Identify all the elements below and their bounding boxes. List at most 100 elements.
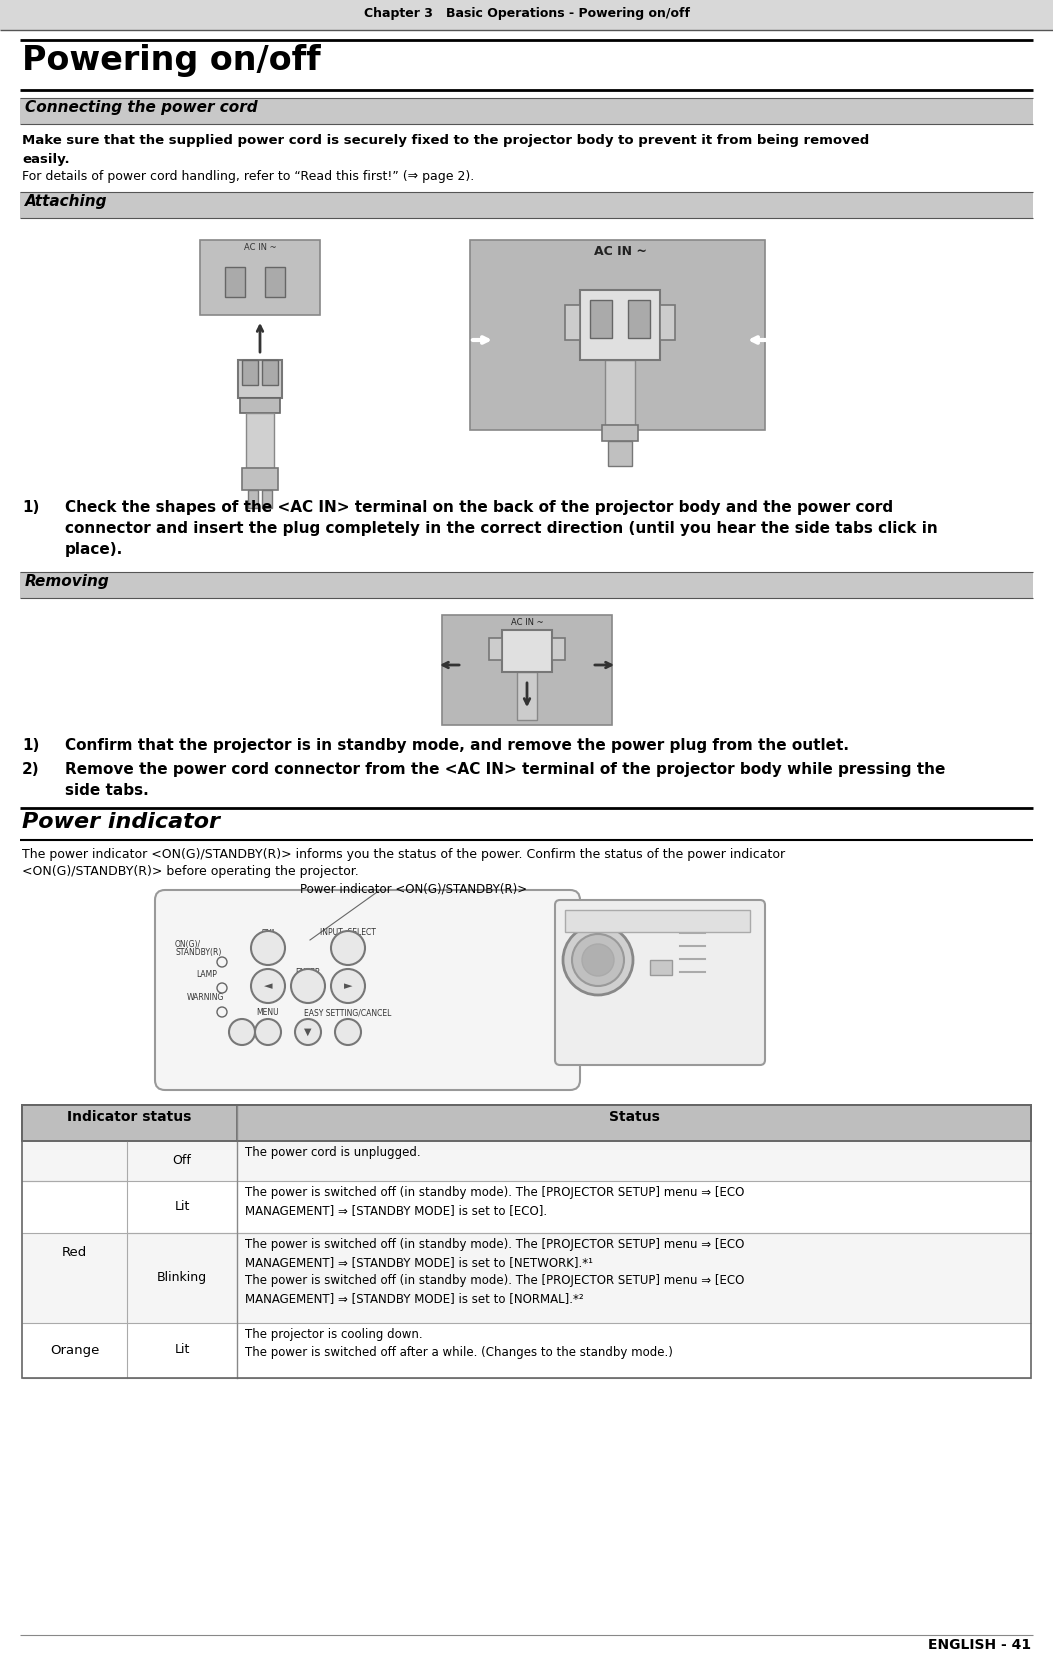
Text: easily.: easily. bbox=[22, 152, 69, 166]
Text: ENGLISH - 41: ENGLISH - 41 bbox=[928, 1638, 1031, 1652]
Bar bbox=[265, 266, 285, 296]
Text: The projector is cooling down.
The power is switched off after a while. (Changes: The projector is cooling down. The power… bbox=[245, 1327, 673, 1359]
Bar bbox=[22, 1322, 1031, 1379]
Text: ▼: ▼ bbox=[304, 1028, 312, 1038]
Bar bbox=[552, 637, 565, 660]
Circle shape bbox=[331, 932, 365, 965]
FancyBboxPatch shape bbox=[555, 900, 764, 1066]
Bar bbox=[22, 1140, 1031, 1182]
Circle shape bbox=[229, 1019, 255, 1044]
Text: Orange: Orange bbox=[49, 1344, 99, 1357]
Text: INPUT  SELECT: INPUT SELECT bbox=[320, 928, 376, 937]
Text: Off: Off bbox=[173, 1154, 192, 1167]
Text: Chapter 3   Basic Operations - Powering on/off: Chapter 3 Basic Operations - Powering on… bbox=[363, 7, 690, 20]
Bar bbox=[22, 1233, 1031, 1322]
Bar bbox=[200, 240, 320, 314]
Bar bbox=[605, 361, 635, 425]
Circle shape bbox=[563, 925, 633, 995]
Text: The power is switched off (in standby mode). The [PROJECTOR SETUP] menu ⇒ [ECO
M: The power is switched off (in standby mo… bbox=[245, 1238, 744, 1306]
Circle shape bbox=[255, 1019, 281, 1044]
Text: The power is switched off (in standby mode). The [PROJECTOR SETUP] menu ⇒ [ECO
M: The power is switched off (in standby mo… bbox=[245, 1187, 744, 1216]
Text: The power indicator <ON(G)/STANDBY(R)> informs you the status of the power. Conf: The power indicator <ON(G)/STANDBY(R)> i… bbox=[22, 847, 786, 861]
Text: ENTER: ENTER bbox=[296, 968, 320, 976]
Text: 2): 2) bbox=[22, 761, 40, 776]
Text: Blinking: Blinking bbox=[157, 1271, 207, 1284]
Text: LAMP: LAMP bbox=[197, 970, 217, 980]
Text: AC IN ~: AC IN ~ bbox=[511, 617, 543, 627]
Text: 1): 1) bbox=[22, 500, 39, 515]
Bar bbox=[238, 361, 282, 397]
Bar bbox=[608, 440, 632, 467]
Circle shape bbox=[295, 1019, 321, 1044]
Text: AC IN ~: AC IN ~ bbox=[594, 245, 647, 258]
Bar bbox=[580, 290, 660, 361]
Text: MENU: MENU bbox=[257, 1008, 279, 1018]
Text: Lit: Lit bbox=[175, 1200, 190, 1213]
Text: Removing: Removing bbox=[25, 574, 110, 589]
Circle shape bbox=[251, 968, 285, 1003]
Text: ►: ► bbox=[343, 981, 353, 991]
Bar bbox=[489, 637, 502, 660]
Text: <ON(G)/STANDBY(R)> before operating the projector.: <ON(G)/STANDBY(R)> before operating the … bbox=[22, 866, 359, 879]
Bar bbox=[22, 1106, 1031, 1379]
Bar bbox=[22, 1182, 1031, 1233]
Circle shape bbox=[331, 968, 365, 1003]
Text: ◄: ◄ bbox=[263, 981, 273, 991]
Bar bbox=[565, 305, 580, 339]
Text: Lit: Lit bbox=[175, 1342, 190, 1355]
Bar bbox=[262, 361, 278, 386]
FancyBboxPatch shape bbox=[155, 890, 580, 1091]
Bar bbox=[262, 490, 272, 508]
Bar bbox=[20, 192, 1033, 218]
Text: side tabs.: side tabs. bbox=[65, 783, 148, 798]
Circle shape bbox=[335, 1019, 361, 1044]
Bar bbox=[249, 490, 258, 508]
Circle shape bbox=[291, 968, 325, 1003]
Bar bbox=[660, 305, 675, 339]
Bar bbox=[225, 266, 245, 296]
Bar bbox=[22, 1106, 1031, 1140]
Bar bbox=[442, 616, 612, 725]
Bar bbox=[22, 1106, 1031, 1140]
Bar bbox=[20, 98, 1033, 124]
Circle shape bbox=[251, 932, 285, 965]
Bar bbox=[602, 425, 638, 440]
Bar bbox=[0, 0, 1053, 30]
Text: Confirm that the projector is in standby mode, and remove the power plug from th: Confirm that the projector is in standby… bbox=[65, 738, 849, 753]
Text: EASY SETTING/CANCEL: EASY SETTING/CANCEL bbox=[304, 1008, 392, 1018]
Bar bbox=[517, 672, 537, 720]
Text: ON(G)/: ON(G)/ bbox=[175, 940, 201, 948]
Bar bbox=[20, 573, 1033, 597]
Bar bbox=[470, 240, 764, 430]
Text: Make sure that the supplied power cord is securely fixed to the projector body t: Make sure that the supplied power cord i… bbox=[22, 134, 869, 147]
Bar bbox=[242, 468, 278, 490]
Text: Indicator status: Indicator status bbox=[67, 1111, 192, 1124]
Text: ⏻/I: ⏻/I bbox=[261, 928, 275, 938]
Text: Status: Status bbox=[609, 1111, 659, 1124]
Text: Power indicator: Power indicator bbox=[22, 813, 220, 832]
Bar bbox=[240, 397, 280, 414]
Text: Check the shapes of the <AC IN> terminal on the back of the projector body and t: Check the shapes of the <AC IN> terminal… bbox=[65, 500, 893, 515]
Bar bbox=[590, 300, 612, 338]
Text: The power cord is unplugged.: The power cord is unplugged. bbox=[245, 1145, 420, 1158]
Text: 1): 1) bbox=[22, 738, 39, 753]
Text: For details of power cord handling, refer to “Read this first!” (⇒ page 2).: For details of power cord handling, refe… bbox=[22, 170, 474, 184]
Circle shape bbox=[572, 933, 624, 986]
Text: Red: Red bbox=[62, 1246, 87, 1258]
Text: Attaching: Attaching bbox=[25, 194, 107, 209]
Text: STANDBY(R): STANDBY(R) bbox=[175, 948, 221, 957]
Bar bbox=[628, 300, 650, 338]
Bar bbox=[650, 960, 672, 975]
Text: AC IN ~: AC IN ~ bbox=[243, 243, 276, 252]
Text: Powering on/off: Powering on/off bbox=[22, 45, 320, 78]
Bar bbox=[502, 631, 552, 672]
Text: Power indicator <ON(G)/STANDBY(R)>: Power indicator <ON(G)/STANDBY(R)> bbox=[300, 882, 528, 895]
Bar bbox=[246, 414, 274, 468]
Text: Remove the power cord connector from the <AC IN> terminal of the projector body : Remove the power cord connector from the… bbox=[65, 761, 946, 776]
Text: WARNING: WARNING bbox=[186, 993, 223, 1001]
Bar bbox=[565, 910, 750, 932]
Bar bbox=[242, 361, 258, 386]
Text: connector and insert the plug completely in the correct direction (until you hea: connector and insert the plug completely… bbox=[65, 521, 938, 536]
Circle shape bbox=[582, 943, 614, 976]
Text: Connecting the power cord: Connecting the power cord bbox=[25, 99, 258, 114]
